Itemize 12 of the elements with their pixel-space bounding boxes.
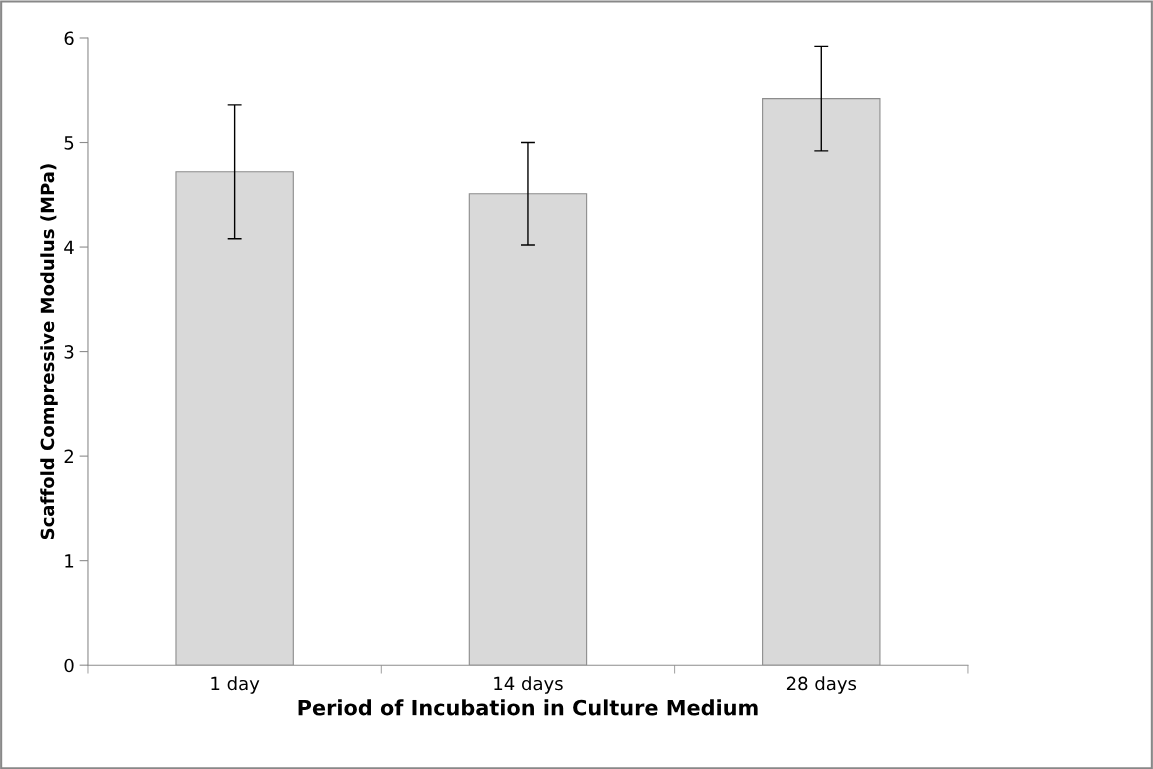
x-tick-label: 1 day	[211, 676, 260, 694]
y-tick-label: 1	[65, 554, 74, 568]
y-axis-title: Scaffold Compressive Modulus (MPa)	[40, 164, 58, 540]
x-axis-title: Period of Incubation in Culture Medium	[298, 699, 758, 716]
y-tick-label: 0	[64, 658, 74, 673]
y-tick-label: 6	[64, 31, 74, 46]
y-tick-label: 2	[64, 449, 73, 463]
y-tick-label: 4	[64, 240, 74, 254]
x-tick-label: 28 days	[786, 676, 857, 694]
y-tick-label: 5	[64, 136, 74, 150]
y-tick-label: 3	[64, 345, 74, 359]
x-tick-label: 14 days	[494, 676, 563, 694]
